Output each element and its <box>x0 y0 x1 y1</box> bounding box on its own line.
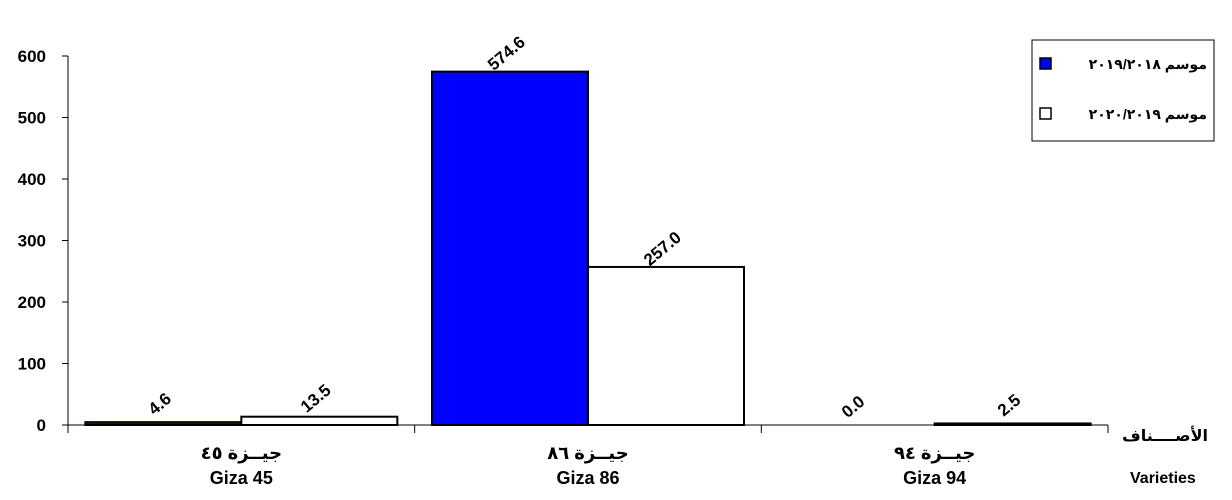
y-tick-label: 600 <box>18 47 46 66</box>
y-tick-label: 300 <box>18 232 46 251</box>
y-axis: 0 100 200 300 400 500 600 <box>18 47 69 435</box>
category-label-arabic: جيــزة ٨٦ <box>547 443 628 464</box>
data-label: 0.0 <box>838 392 868 422</box>
data-label: 4.6 <box>145 389 175 419</box>
x-axis-title-english: Varieties <box>1130 470 1196 487</box>
category-label-english: Giza 94 <box>903 468 966 488</box>
data-label: 2.5 <box>994 390 1024 420</box>
bar-2-1 <box>240 415 399 427</box>
bar-2-3 <box>933 422 1092 426</box>
bar-1-2 <box>431 70 589 426</box>
bar-2-2 <box>587 265 745 426</box>
category-label-english: Giza 45 <box>210 468 273 488</box>
y-tick-label: 0 <box>37 416 46 435</box>
data-label: 257.0 <box>640 228 685 270</box>
category-label-english: Giza 86 <box>556 468 619 488</box>
y-tick-label: 500 <box>18 109 46 128</box>
legend-swatch <box>1039 57 1052 70</box>
y-tick-label: 200 <box>18 293 46 312</box>
bars <box>84 70 1092 427</box>
x-axis-title-arabic: الأصــــناف <box>1122 426 1208 445</box>
bar-1-1 <box>84 421 243 426</box>
legend: موسم ٢٠١٩/٢٠١٨ موسم ٢٠٢٠/٢٠١٩ <box>1031 39 1215 142</box>
data-label: 13.5 <box>297 381 335 417</box>
x-axis <box>67 424 1109 433</box>
y-tick-label: 100 <box>18 355 46 374</box>
legend-swatch <box>1039 107 1052 120</box>
category-label-arabic: جيــزة ٩٤ <box>894 443 975 464</box>
legend-label: موسم ٢٠١٩/٢٠١٨ <box>1089 56 1207 73</box>
category-label-arabic: جيــزة ٤٥ <box>201 443 282 464</box>
y-tick-label: 400 <box>18 170 46 189</box>
legend-box <box>1031 39 1215 142</box>
category-labels: جيــزة ٤٥ Giza 45 جيــزة ٨٦ Giza 86 جيــزة ٩… <box>201 443 976 488</box>
data-label: 574.6 <box>484 32 529 74</box>
legend-label: موسم ٢٠٢٠/٢٠١٩ <box>1089 106 1207 123</box>
